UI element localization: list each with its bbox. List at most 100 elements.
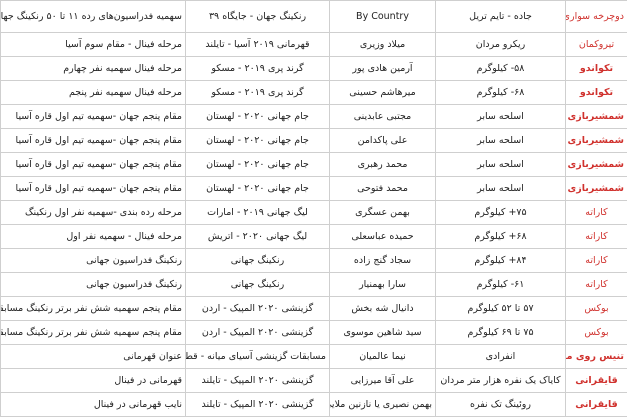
- table-row: کاراته ۶۱- کیلوگرم سارا بهمنیار رنکینگ جهان…: [0, 272, 627, 297]
- athlete-cell: بهمن نصیری یا نازنین ملایی: [329, 392, 436, 417]
- event-cell: اسلحه سابر: [435, 176, 566, 201]
- sport-cell: قایقرانی: [565, 392, 627, 417]
- athlete-cell: سارا بهمنیار: [329, 272, 436, 297]
- table-row: کاراته ۷۵+ کیلوگرم بهمن عسگری لیگ جهانی ۲۰۱…: [0, 200, 627, 225]
- event-cell: ۷۵+ کیلوگرم: [435, 200, 566, 225]
- athlete-cell: میلاد وزیری: [329, 32, 436, 57]
- result-cell: سهمیه فدراسیون‌های رده ۱۱ تا ۵۰ رنکینگ ج…: [0, 0, 186, 33]
- sport-cell: شمشیربازی: [565, 176, 627, 201]
- result-cell: مقام پنجم جهان -سهمیه تیم اول قاره آسیا: [0, 152, 186, 177]
- result-cell: مقام پنجم جهان -سهمیه تیم اول قاره آسیا: [0, 176, 186, 201]
- result-cell: مقام پنجم سهمیه شش نفر برتر رنکینگ مسابق…: [0, 320, 186, 345]
- result-cell: رنکینگ فدراسیون جهانی: [0, 272, 186, 297]
- table-row: قایقرانی کایاک یک نفره هزار متر مردان علی …: [0, 368, 627, 393]
- sport-cell: تکواندو: [565, 80, 627, 105]
- competition-cell: گرند پری ۲۰۱۹ - مسکو: [185, 80, 330, 105]
- athlete-cell: علی آقا میرزایی: [329, 368, 436, 393]
- event-cell: اسلحه سابر: [435, 128, 566, 153]
- event-cell: ۶۸- کیلوگرم: [435, 80, 566, 105]
- competition-cell: رنکینگ جهان - جایگاه ۳۹: [185, 0, 330, 33]
- event-cell: ۶۱- کیلوگرم: [435, 272, 566, 297]
- sport-cell: بوکس: [565, 296, 627, 321]
- competition-cell: جام جهانی ۲۰۲۰ - لهستان: [185, 104, 330, 129]
- result-cell: مرحله فینال سهمیه نفر پنجم: [0, 80, 186, 105]
- result-cell: مرحله رده بندی -سهمیه نفر اول رنکینگ: [0, 200, 186, 225]
- competition-cell: لیگ جهانی ۲۰۱۹ - امارات: [185, 200, 330, 225]
- athlete-cell: مجتبی عابدینی: [329, 104, 436, 129]
- competition-cell: گزینشی ۲۰۲۰ المپیک - اردن: [185, 320, 330, 345]
- table-row: شمشیربازی اسلحه سابر علی پاکدامن جام جهانی …: [0, 128, 627, 153]
- result-cell: مرحله فینال - سهمیه نفر اول: [0, 224, 186, 249]
- table-row: تکواندو ۶۸- کیلوگرم میرهاشم حسینی گرند پری …: [0, 80, 627, 105]
- table-row: شمشیربازی اسلحه سابر محمد رهبری جام جهانی ۲…: [0, 152, 627, 177]
- event-cell: اسلحه سابر: [435, 104, 566, 129]
- sport-cell: دوچرخه سواری: [565, 0, 627, 33]
- athlete-cell: آرمین هادی پور: [329, 56, 436, 81]
- event-cell: انفرادی: [435, 344, 566, 369]
- competition-cell: جام جهانی ۲۰۲۰ - لهستان: [185, 128, 330, 153]
- sport-cell: تکواندو: [565, 56, 627, 81]
- sport-cell: قایقرانی: [565, 368, 627, 393]
- sport-cell: تیروکمان: [565, 32, 627, 57]
- event-cell: ریکرو مردان: [435, 32, 566, 57]
- competition-cell: جام جهانی ۲۰۲۰ - لهستان: [185, 152, 330, 177]
- sport-cell: تنیس روی میز: [565, 344, 627, 369]
- competition-cell: مسابقات گزینشی آسیای میانه - قطر: [185, 344, 330, 369]
- athlete-cell: سجاد گنج زاده: [329, 248, 436, 273]
- table-row: شمشیربازی اسلحه سابر محمد فتوحی جام جهانی ۲…: [0, 176, 627, 201]
- athlete-cell: میرهاشم حسینی: [329, 80, 436, 105]
- event-cell: ۶۸+ کیلوگرم: [435, 224, 566, 249]
- event-cell: ۷۵ تا ۶۹ کیلوگرم: [435, 320, 566, 345]
- sport-cell: بوکس: [565, 320, 627, 345]
- result-cell: نایب قهرمانی در فینال: [0, 392, 186, 417]
- event-cell: جاده - تایم تریل: [435, 0, 566, 33]
- competition-cell: جام جهانی ۲۰۲۰ - لهستان: [185, 176, 330, 201]
- athlete-cell: سید شاهین موسوی: [329, 320, 436, 345]
- sport-cell: شمشیربازی: [565, 128, 627, 153]
- event-cell: کایاک یک نفره هزار متر مردان: [435, 368, 566, 393]
- competition-cell: گزینشی ۲۰۲۰ المپیک - اردن: [185, 296, 330, 321]
- sport-cell: کاراته: [565, 272, 627, 297]
- event-cell: ۵۷ تا ۵۲ کیلوگرم: [435, 296, 566, 321]
- table-row: دوچرخه سواری جاده - تایم تریل By Country رن…: [0, 0, 627, 33]
- competition-cell: رنکینگ جهانی: [185, 272, 330, 297]
- competition-cell: گزینشی ۲۰۲۰ المپیک - تایلند: [185, 392, 330, 417]
- sport-cell: شمشیربازی: [565, 152, 627, 177]
- table-row: قایقرانی روئینگ تک نفره بهمن نصیری یا نازن…: [0, 392, 627, 417]
- result-cell: عنوان قهرمانی: [0, 344, 186, 369]
- athlete-cell: محمد رهبری: [329, 152, 436, 177]
- competition-cell: لیگ جهانی ۲۰۲۰ - اتریش: [185, 224, 330, 249]
- table-row: تکواندو ۵۸- کیلوگرم آرمین هادی پور گرند پری…: [0, 56, 627, 81]
- result-cell: مقام پنجم جهان -سهمیه تیم اول قاره آسیا: [0, 128, 186, 153]
- athlete-cell: نیما عالمیان: [329, 344, 436, 369]
- athlete-cell: حمیده عباسعلی: [329, 224, 436, 249]
- table-row: شمشیربازی اسلحه سابر مجتبی عابدینی جام جهان…: [0, 104, 627, 129]
- sport-cell: کاراته: [565, 224, 627, 249]
- result-cell: مرحله فینال - مقام سوم آسیا: [0, 32, 186, 57]
- event-cell: ۸۴+ کیلوگرم: [435, 248, 566, 273]
- athlete-cell: دانیال شه بخش: [329, 296, 436, 321]
- result-cell: مرحله فینال سهمیه نفر چهارم: [0, 56, 186, 81]
- event-cell: اسلحه سابر: [435, 152, 566, 177]
- athlete-cell: محمد فتوحی: [329, 176, 436, 201]
- competition-cell: گرند پری ۲۰۱۹ - مسکو: [185, 56, 330, 81]
- result-cell: رنکینگ فدراسیون جهانی: [0, 248, 186, 273]
- result-cell: مقام پنجم سهمیه شش نفر برتر رنکینگ مسابق…: [0, 296, 186, 321]
- sport-cell: کاراته: [565, 248, 627, 273]
- result-cell: مقام پنجم جهان -سهمیه تیم اول قاره آسیا: [0, 104, 186, 129]
- athlete-cell: علی پاکدامن: [329, 128, 436, 153]
- athlete-cell: By Country: [329, 0, 436, 33]
- event-cell: ۵۸- کیلوگرم: [435, 56, 566, 81]
- table-row: تیروکمان ریکرو مردان میلاد وزیری قهرمانی ۲۰…: [0, 32, 627, 57]
- sport-cell: کاراته: [565, 200, 627, 225]
- competition-cell: قهرمانی ۲۰۱۹ آسیا - تایلند: [185, 32, 330, 57]
- result-cell: قهرمانی در فینال: [0, 368, 186, 393]
- table-row: بوکس ۷۵ تا ۶۹ کیلوگرم سید شاهین موسوی گزینش…: [0, 320, 627, 345]
- competition-cell: رنکینگ جهانی: [185, 248, 330, 273]
- athlete-cell: بهمن عسگری: [329, 200, 436, 225]
- event-cell: روئینگ تک نفره: [435, 392, 566, 417]
